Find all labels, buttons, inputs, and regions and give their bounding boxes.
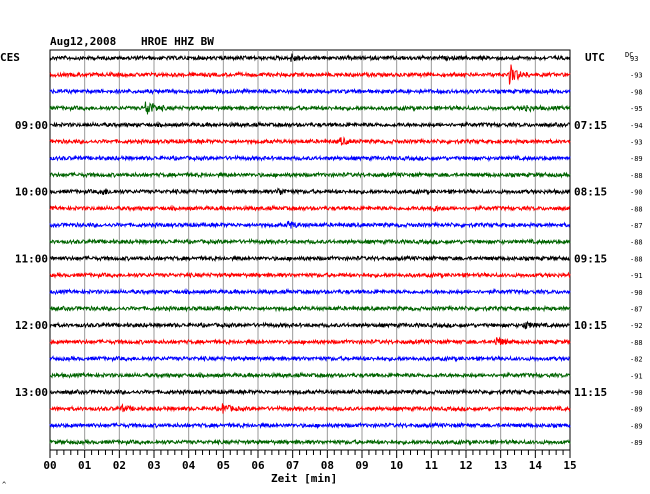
seismic-trace — [49, 237, 571, 246]
seismic-trace — [49, 271, 571, 280]
right-timezone-label: UTC — [585, 51, 605, 64]
dc-offset-label: -95 — [630, 105, 643, 113]
x-tick-label: 03 — [147, 459, 160, 472]
left-time-label: 13:00 — [15, 386, 48, 399]
seismic-trace — [49, 320, 571, 330]
dc-offset-label: -87 — [630, 222, 643, 230]
x-tick-label: 08 — [321, 459, 334, 472]
left-time-label: 12:00 — [15, 319, 48, 332]
seismic-trace — [49, 53, 571, 62]
x-tick-label: 11 — [425, 459, 439, 472]
dc-offset-label: -93 — [630, 139, 643, 147]
x-tick-label: 05 — [217, 459, 230, 472]
x-tick-label: 04 — [182, 459, 196, 472]
left-time-label: 11:00 — [15, 252, 48, 265]
traces — [49, 53, 571, 447]
seismic-trace — [49, 388, 571, 396]
dc-offset-label: -89 — [630, 422, 643, 430]
x-tick-label: 00 — [43, 459, 56, 472]
x-tick-label: 01 — [78, 459, 92, 472]
dc-offset-label: -91 — [630, 372, 643, 380]
plot-frame — [49, 49, 571, 451]
seismic-trace — [49, 371, 571, 380]
seismic-trace — [49, 187, 571, 196]
dc-offset-label: -88 — [630, 172, 643, 180]
header-date: Aug12,2008 — [50, 35, 116, 48]
x-tick-label: 14 — [529, 459, 543, 472]
dc-offset-label: -90 — [630, 189, 643, 197]
seismic-trace — [49, 154, 571, 163]
left-time-label: 10:00 — [15, 186, 48, 199]
dc-offset-label: -89 — [630, 439, 643, 447]
seismic-trace — [49, 64, 571, 85]
seismic-trace — [49, 354, 571, 363]
dc-offset-label: 93 — [630, 55, 638, 63]
x-tick-label: 13 — [494, 459, 507, 472]
dc-offset-label: -87 — [630, 306, 643, 314]
dc-offset-label: -98 — [630, 88, 643, 96]
seismic-trace — [49, 87, 571, 96]
x-tick-label: 07 — [286, 459, 299, 472]
dc-offset-label: -91 — [630, 272, 643, 280]
right-time-label: 11:15 — [574, 386, 607, 399]
seismic-trace — [49, 101, 571, 115]
x-tick-label: 09 — [355, 459, 368, 472]
dc-offset-label: -90 — [630, 289, 643, 297]
dc-offset-label: -93 — [630, 72, 643, 80]
dc-offset-label: -88 — [630, 255, 643, 263]
left-time-label: 09:00 — [15, 119, 48, 132]
x-tick-label: 12 — [459, 459, 472, 472]
right-time-label: 07:15 — [574, 119, 607, 132]
seismic-trace — [49, 220, 571, 229]
seismic-trace — [49, 438, 571, 447]
seismic-trace — [49, 254, 571, 263]
grid — [49, 49, 571, 458]
dc-offset-label: -82 — [630, 356, 643, 364]
header-station: HROE HHZ BW — [141, 35, 214, 48]
seismic-trace — [49, 402, 571, 414]
left-timezone-label: CES — [0, 51, 20, 64]
labels: Aug12,2008 HROE HHZ BW CES UTC DC Zeit [… — [0, 35, 643, 489]
seismic-trace — [49, 421, 571, 430]
x-tick-label: 02 — [113, 459, 126, 472]
x-axis-label: Zeit [min] — [271, 472, 337, 485]
seismic-trace — [49, 336, 571, 346]
dc-offset-label: -88 — [630, 205, 643, 213]
corner-mark: ^ — [2, 481, 6, 489]
right-time-label: 09:15 — [574, 252, 607, 265]
dc-offset-label: -90 — [630, 389, 643, 397]
dc-offset-label: -89 — [630, 155, 643, 163]
dc-offset-label: -92 — [630, 322, 643, 330]
seismic-trace — [49, 136, 571, 146]
dc-offset-label: -94 — [630, 122, 643, 130]
x-tick-label: 06 — [251, 459, 265, 472]
dc-offset-label: -88 — [630, 239, 643, 247]
right-time-label: 08:15 — [574, 186, 607, 199]
seismic-trace — [49, 171, 571, 179]
seismic-trace — [49, 304, 571, 313]
dc-offset-label: -88 — [630, 339, 643, 347]
seismic-trace — [49, 287, 571, 296]
x-tick-label: 15 — [563, 459, 576, 472]
seismic-trace — [49, 120, 571, 129]
dc-offset-label: -89 — [630, 406, 643, 414]
seismic-trace — [49, 204, 571, 213]
x-tick-label: 10 — [390, 459, 403, 472]
right-time-label: 10:15 — [574, 319, 607, 332]
dc-label: DC — [625, 51, 633, 59]
